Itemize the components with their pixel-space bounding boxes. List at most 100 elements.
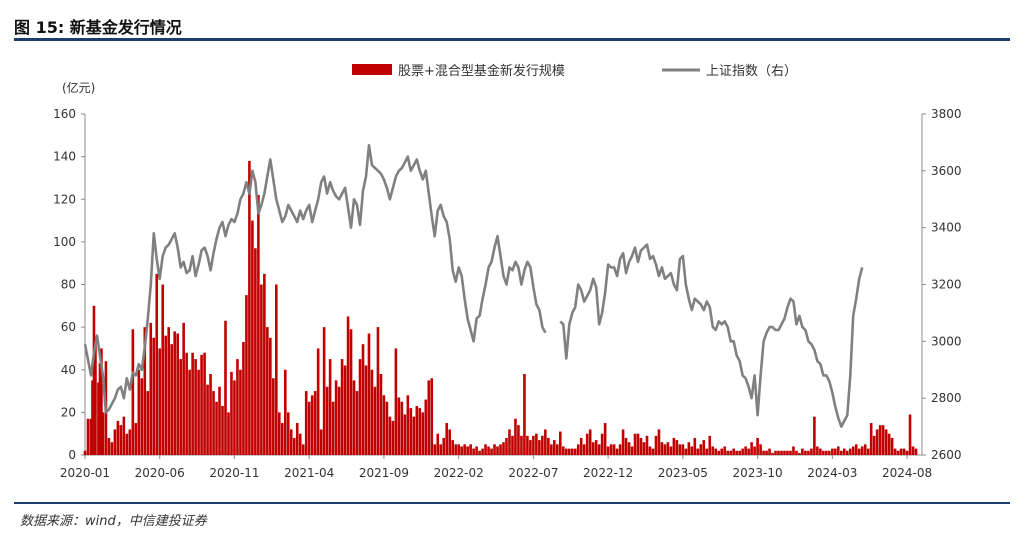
fund-issuance-bar — [857, 448, 861, 455]
fund-issuance-bar — [579, 437, 583, 455]
fund-issuance-bar — [914, 448, 918, 455]
fund-issuance-bar — [541, 435, 544, 455]
right-tick-label: 3200 — [931, 278, 962, 292]
fund-issuance-bar — [681, 444, 685, 455]
fund-issuance-bar — [460, 446, 463, 455]
fund-issuance-bar — [298, 433, 302, 455]
fund-issuance-bar — [597, 444, 601, 455]
fund-issuance-bar — [750, 442, 753, 455]
fund-issuance-bar — [176, 333, 179, 455]
fund-issuance-bar — [828, 450, 831, 455]
fund-issuance-bar — [245, 295, 248, 455]
fund-issuance-bar — [711, 446, 715, 455]
fund-issuance-bar — [134, 423, 138, 455]
fund-issuance-bar — [179, 359, 182, 455]
fund-issuance-bar — [436, 433, 440, 455]
fund-issuance-bar — [403, 414, 407, 455]
fund-issuance-bar — [822, 450, 825, 455]
fund-issuance-bar — [125, 433, 129, 455]
fund-issuance-bar — [908, 414, 912, 455]
fund-issuance-bar — [511, 435, 514, 455]
fund-issuance-bar — [94, 337, 97, 455]
fund-issuance-bar — [131, 329, 135, 455]
fund-issuance-bar — [508, 429, 511, 455]
fund-issuance-bar — [454, 444, 457, 455]
fund-issuance-bar — [505, 437, 508, 455]
fund-issuance-bar — [173, 331, 176, 455]
fund-issuance-bar — [221, 405, 224, 455]
fund-issuance-bar — [376, 327, 380, 456]
fund-issuance-bar — [612, 444, 616, 455]
fund-issuance-bar — [310, 395, 314, 455]
fund-issuance-bar — [343, 365, 347, 455]
fund-issuance-bar — [741, 448, 744, 455]
fund-issuance-bar — [810, 448, 813, 455]
fund-issuance-bar — [783, 450, 786, 455]
fund-issuance-bar — [355, 391, 359, 455]
fund-issuance-bar — [834, 448, 837, 455]
fund-issuance-bar — [735, 450, 738, 455]
fund-issuance-bar — [657, 429, 661, 455]
fund-issuance-bar — [576, 444, 580, 455]
fund-issuance-bar — [86, 418, 90, 455]
fund-issuance-bar — [433, 444, 437, 455]
fund-issuance-bar — [738, 450, 741, 455]
fund-issuance-bar — [251, 220, 254, 455]
fund-issuance-bar — [869, 423, 873, 455]
fund-issuance-bar — [280, 423, 284, 455]
fund-issuance-bar — [717, 450, 721, 455]
fund-issuance-bar — [696, 448, 700, 455]
fund-issuance-bar — [600, 433, 604, 455]
fund-issuance-bar — [702, 440, 706, 455]
x-tick-label: 2022-12 — [583, 466, 633, 480]
fund-issuance-bar — [215, 401, 218, 455]
x-tick-label: 2024-08 — [882, 466, 932, 480]
fund-issuance-bar — [194, 359, 197, 455]
x-tick-label: 2021-04 — [284, 466, 334, 480]
fund-issuance-bar — [236, 359, 239, 455]
fund-issuance-bar — [286, 412, 290, 456]
fund-issuance-bar — [304, 391, 308, 455]
legend-label-bar: 股票+混合型基金新发行规模 — [398, 63, 565, 79]
fund-issuance-bar — [197, 369, 200, 455]
fund-issuance-bar — [496, 446, 499, 455]
fund-issuance-bar — [520, 435, 523, 455]
fund-issuance-bar — [502, 442, 505, 455]
fund-issuance-bar — [884, 429, 888, 455]
fund-issuance-bar — [254, 248, 257, 455]
x-tick-label: 2024-03 — [807, 466, 857, 480]
fund-issuance-bar — [89, 418, 93, 455]
fund-issuance-bar — [666, 442, 670, 455]
fund-issuance-bar — [675, 440, 679, 455]
fund-issuance-bar — [209, 374, 212, 455]
fund-issuance-bar — [119, 425, 123, 455]
fund-issuance-bar — [905, 450, 909, 455]
fund-issuance-bar — [771, 452, 774, 455]
fund-issuance-bar — [161, 284, 165, 455]
fund-issuance-bar — [523, 374, 526, 455]
fund-issuance-bar — [831, 448, 834, 455]
fund-issuance-bar — [260, 284, 263, 455]
fund-issuance-bar — [388, 416, 392, 455]
fund-issuance-bar — [618, 444, 622, 455]
fund-issuance-bar — [182, 322, 185, 455]
fund-issuance-bar — [352, 380, 356, 455]
left-tick-label: 80 — [61, 278, 76, 292]
fund-issuance-bar — [538, 440, 541, 455]
right-tick-label: 2800 — [931, 391, 962, 405]
fund-issuance-bar — [839, 450, 843, 455]
fund-issuance-bar — [212, 391, 215, 455]
fund-issuance-bar — [553, 440, 556, 455]
fund-issuance-bar — [490, 448, 493, 455]
fund-issuance-bar — [448, 429, 451, 455]
fund-issuance-bar — [349, 329, 353, 455]
fund-issuance-bar — [451, 440, 454, 455]
fund-issuance-bar — [379, 374, 383, 455]
fund-issuance-bar — [146, 391, 150, 455]
fund-issuance-bar — [331, 401, 335, 455]
fund-issuance-bar — [588, 429, 592, 455]
legend-swatch-bar — [352, 64, 392, 75]
fund-issuance-bar — [143, 327, 147, 456]
fund-issuance-bar — [424, 399, 428, 455]
fund-issuance-bar — [283, 369, 287, 455]
